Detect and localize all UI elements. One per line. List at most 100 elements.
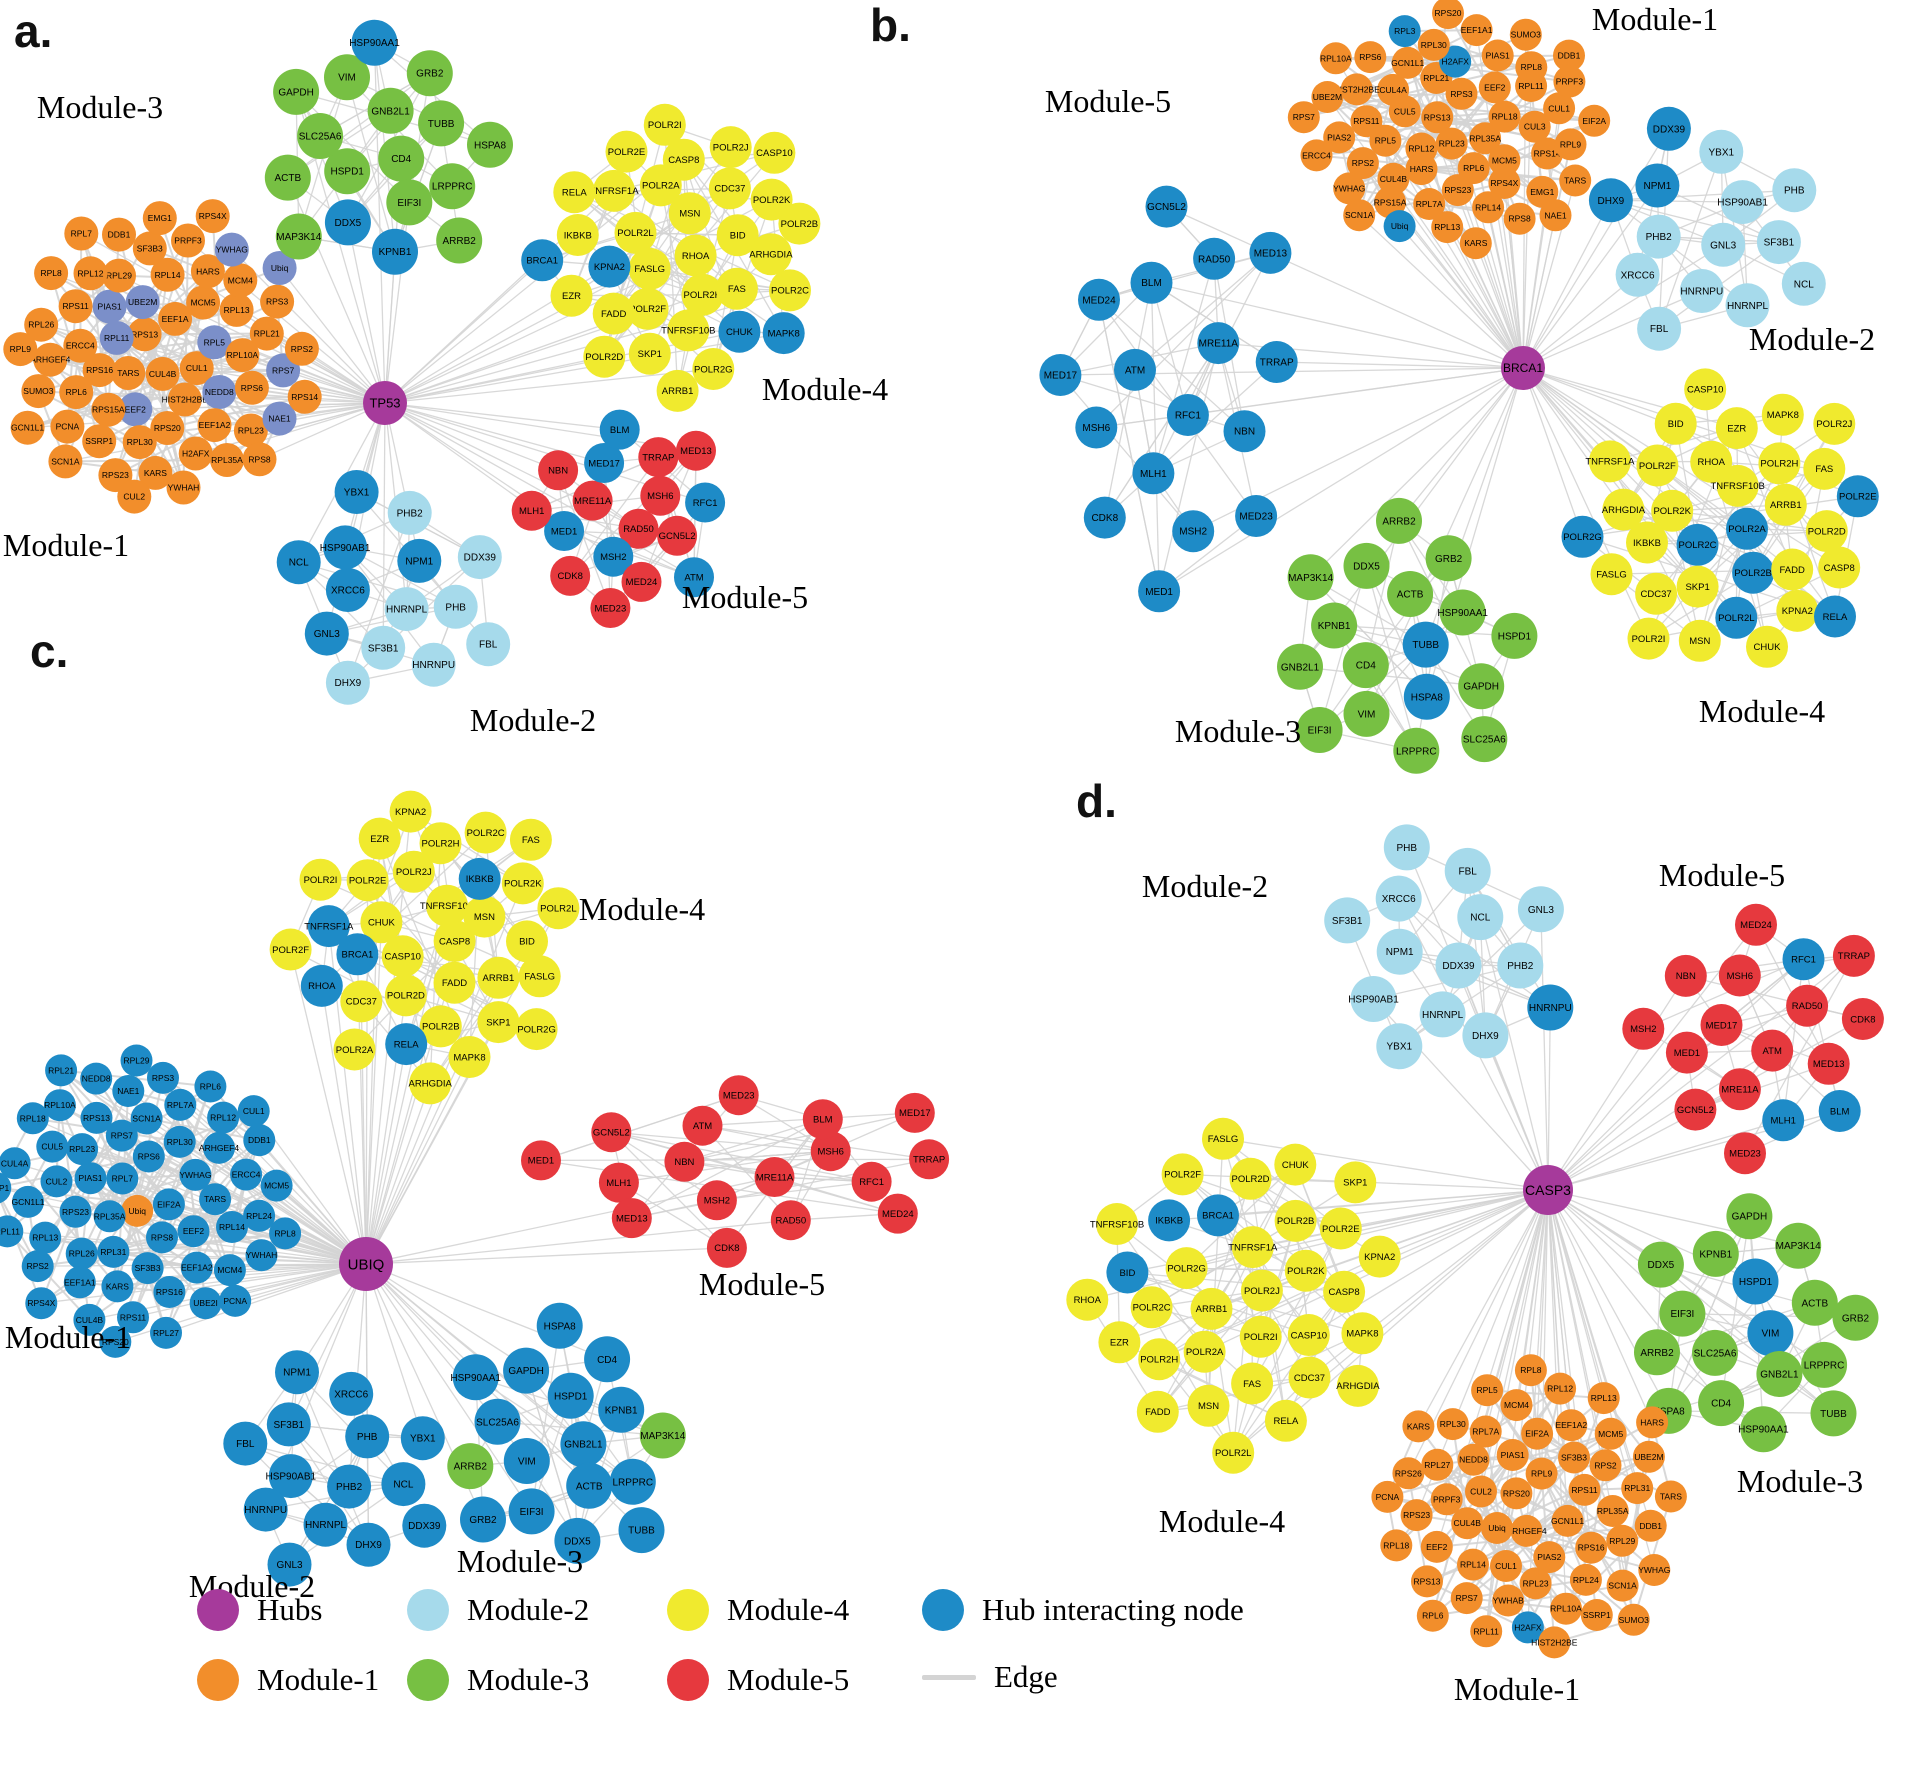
node-label-RPL14: RPL14	[155, 270, 181, 280]
node-label-RPL31: RPL31	[100, 1247, 126, 1257]
node-label-MRE11A: MRE11A	[1721, 1085, 1759, 1096]
node-label-POLR2L: POLR2L	[540, 904, 576, 915]
edge	[41, 1263, 367, 1304]
node-GNL3	[1517, 886, 1564, 933]
node-RELA	[553, 171, 596, 214]
node-MED23	[1235, 495, 1278, 537]
node-MCM4	[1500, 1389, 1533, 1422]
node-label-VIM: VIM	[1762, 1329, 1780, 1340]
node-Ubiq	[262, 251, 297, 285]
node-label-EEF1A1: EEF1A1	[64, 1277, 96, 1287]
node-label-EIF2A: EIF2A	[157, 1199, 181, 1209]
node-label-KPNA2: KPNA2	[594, 262, 625, 273]
node-TNFRSF1A	[1588, 440, 1631, 483]
node-label-RPS4X: RPS4X	[1490, 178, 1518, 188]
node-label-BID: BID	[1668, 419, 1684, 430]
node-ARRB1	[656, 369, 699, 412]
node-label-RPL6: RPL6	[1422, 1611, 1444, 1621]
node-NEDD8	[80, 1062, 113, 1095]
node-label-SF3B1: SF3B1	[1764, 238, 1795, 249]
node-label-POLR2A: POLR2A	[336, 1045, 374, 1056]
node-label-SKP1: SKP1	[1685, 582, 1709, 593]
node-label-RPL11: RPL11	[104, 333, 130, 343]
node-RPS11	[1350, 105, 1383, 138]
node-label-CUL4A: CUL4A	[1, 1158, 29, 1168]
node-label-RPL7A: RPL7A	[1416, 199, 1443, 209]
panel-letter-c: c.	[30, 625, 69, 677]
node-TRRAP	[909, 1139, 950, 1180]
node-RPL14	[1472, 191, 1505, 224]
node-RPL26	[65, 1237, 98, 1270]
node-label-NBN: NBN	[1676, 971, 1696, 982]
node-label-HSPA8: HSPA8	[1653, 1406, 1685, 1417]
edge	[196, 367, 386, 404]
node-RPS6	[1354, 41, 1387, 74]
node-label-RAD50: RAD50	[775, 1216, 806, 1227]
node-RPL23	[1435, 127, 1468, 160]
node-label-RPS11: RPS11	[62, 301, 89, 311]
node-RPL6	[1416, 1599, 1449, 1632]
node-RPL6	[59, 375, 94, 410]
node-label-TUBB: TUBB	[1412, 640, 1439, 651]
node-MAPK8	[448, 1036, 491, 1078]
node-PHB	[345, 1414, 390, 1459]
node-MAP3K14	[1287, 554, 1334, 601]
node-label-CUL1: CUL1	[243, 1106, 265, 1116]
node-label-CASP8: CASP8	[1329, 1287, 1360, 1298]
node-RPS2	[1346, 147, 1379, 180]
node-GCN1L1	[12, 1185, 44, 1218]
node-MED24	[877, 1193, 918, 1234]
node-GNL3	[304, 611, 349, 656]
node-EEF1A1	[1460, 14, 1493, 47]
node-POLR2C	[769, 269, 811, 312]
node-Ubiq	[1481, 1512, 1513, 1544]
node-HSPD1	[324, 148, 371, 195]
node-label-RPS20: RPS20	[1435, 8, 1462, 18]
nodes-layer: CUL4B RPS13 CUL1 TARS EEF1A HIST2H2BE RPL11 RPL…	[0, 0, 1884, 1659]
node-label-EZR: EZR	[562, 291, 581, 302]
node-CASP8	[433, 920, 476, 962]
node-HIST2H2BE	[167, 382, 202, 417]
node-label-EEF2: EEF2	[183, 1226, 205, 1236]
node-label-NAE1: NAE1	[117, 1086, 139, 1096]
edge	[288, 1263, 367, 1425]
node-label-KARS: KARS	[1407, 1421, 1430, 1431]
node-label-POLR2G: POLR2G	[1167, 1263, 1206, 1274]
edge	[1547, 1189, 1722, 1404]
node-POLR2J	[1813, 402, 1856, 445]
node-label-POLR2G: POLR2G	[694, 364, 733, 375]
node-label-EEF1A2: EEF1A2	[1555, 1420, 1587, 1430]
node-RPS16	[82, 353, 117, 388]
node-label-RPL26: RPL26	[28, 320, 54, 330]
edge	[259, 402, 386, 460]
node-SCN1A	[130, 1102, 163, 1135]
node-BRCA1	[336, 933, 379, 976]
node-label-RHOA: RHOA	[1697, 457, 1725, 468]
node-label-DDX5: DDX5	[1648, 1260, 1675, 1271]
node-label-SKP1: SKP1	[638, 349, 662, 360]
node-SLC25A6	[1461, 716, 1508, 763]
node-label-PCNA: PCNA	[1376, 1492, 1400, 1502]
node-MSN	[668, 192, 711, 235]
node-label-TNFRSF10B: TNFRSF10B	[661, 326, 715, 337]
node-RPS20	[1432, 0, 1464, 30]
node-label-PHB2: PHB2	[336, 1482, 363, 1493]
node-HSPD1	[547, 1372, 594, 1419]
node-label-DDB1: DDB1	[248, 1135, 271, 1145]
node-TUBB	[418, 100, 465, 147]
module-label-module-2: Module-2	[1142, 868, 1268, 904]
node-Ubiq	[121, 1194, 154, 1227]
node-label-Ubiq: Ubiq	[1488, 1523, 1506, 1533]
node-label-RPS15A: RPS15A	[1374, 197, 1407, 207]
node-label-DDX5: DDX5	[564, 1536, 591, 1547]
node-label-GAPDH: GAPDH	[278, 87, 314, 98]
node-label-RPS4X: RPS4X	[27, 1298, 55, 1308]
node-GCN1L1	[1391, 46, 1424, 79]
node-label-PRPF3: PRPF3	[1556, 77, 1584, 87]
node-RPL21	[45, 1054, 78, 1087]
node-label-POLR2I: POLR2I	[1244, 1332, 1278, 1343]
node-MAP3K14	[639, 1412, 686, 1459]
node-MED24	[621, 561, 662, 602]
node-label-FBL: FBL	[1459, 866, 1478, 877]
node-label-TRRAP: TRRAP	[1838, 951, 1870, 962]
